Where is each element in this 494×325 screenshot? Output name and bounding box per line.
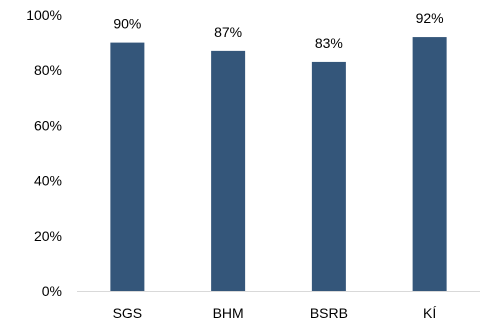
y-tick-label: 0% — [42, 283, 62, 299]
x-tick-label: KÍ — [423, 305, 436, 321]
x-tick-label: BSRB — [310, 305, 348, 321]
y-axis: 0% 20% 40% 60% 80% 100% — [26, 7, 62, 299]
data-label: 87% — [214, 24, 242, 40]
y-tick-label: 100% — [26, 7, 62, 23]
x-axis: SGS BHM BSRB KÍ — [77, 291, 480, 321]
bar-bhm — [211, 50, 246, 291]
bars — [110, 37, 447, 291]
data-label: 92% — [416, 10, 444, 26]
data-labels: 90% 87% 83% 92% — [113, 10, 443, 51]
x-tick-label: BHM — [213, 305, 244, 321]
y-tick-label: 80% — [34, 62, 62, 78]
y-tick-label: 60% — [34, 117, 62, 133]
y-tick-label: 20% — [34, 228, 62, 244]
data-label: 83% — [315, 35, 343, 51]
y-tick-label: 40% — [34, 173, 62, 189]
bar-bsrb — [311, 61, 346, 291]
data-label: 90% — [113, 16, 141, 32]
bar-kí — [412, 37, 447, 291]
x-tick-label: SGS — [113, 305, 143, 321]
bar-sgs — [110, 42, 145, 291]
